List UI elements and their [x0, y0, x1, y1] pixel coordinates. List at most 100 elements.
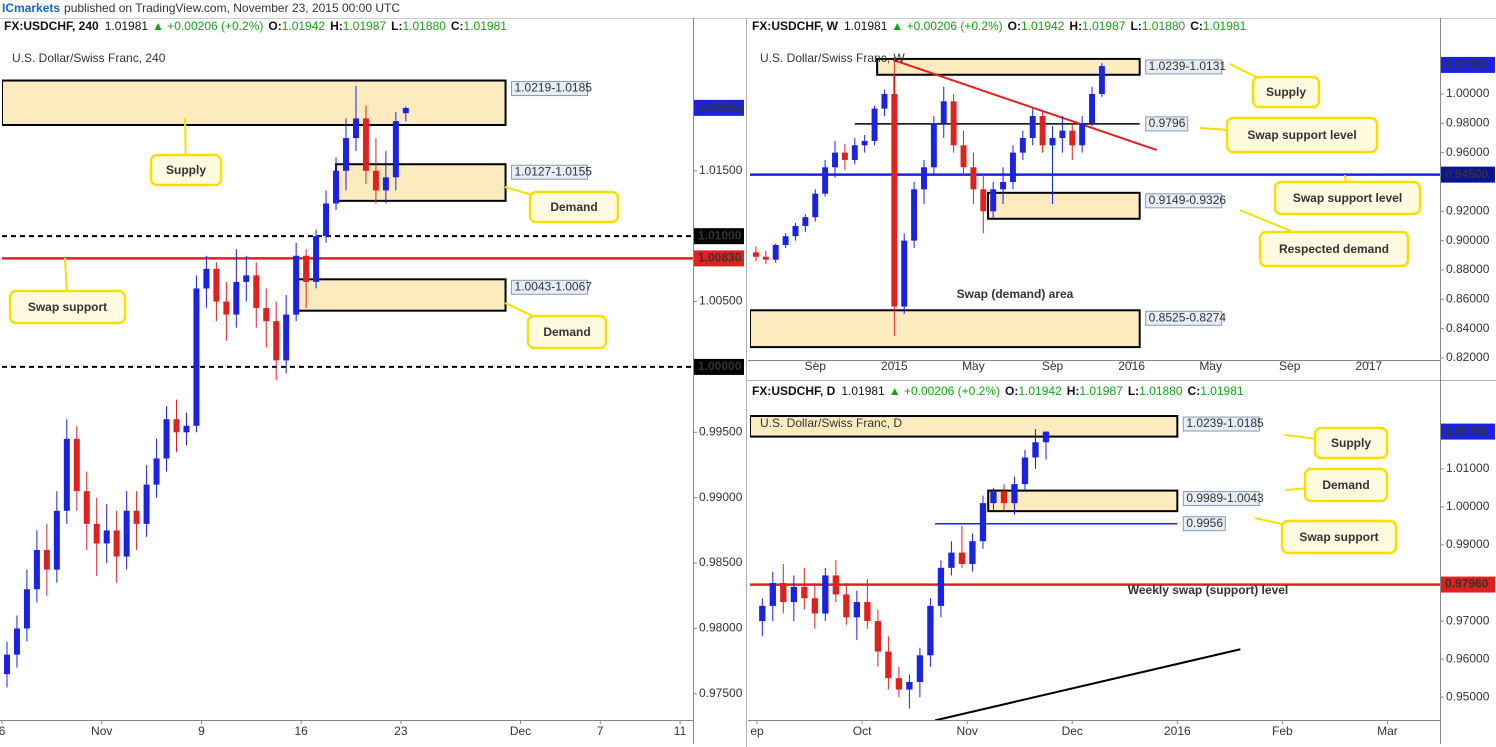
zone — [987, 489, 1179, 513]
x-tick-label: May — [1199, 359, 1222, 373]
annotation: Demand — [1322, 478, 1369, 492]
y-tick-label: 0.96000 — [1446, 145, 1490, 159]
candle-body — [1069, 130, 1076, 146]
chart-title: U.S. Dollar/Swiss Franc, 240 — [12, 51, 166, 65]
y-tick-label: 0.99000 — [1446, 537, 1490, 551]
candle-body — [303, 255, 310, 282]
x-tick-label: Sep — [1042, 359, 1064, 373]
candle-body — [940, 101, 947, 124]
y-tick-label: 0.97500 — [699, 686, 743, 700]
header-field: 1.01981 — [841, 384, 885, 398]
candle-body — [3, 654, 10, 675]
candle-body — [153, 458, 160, 485]
candle-body — [223, 301, 230, 315]
price-tag-label: 1.00830 — [698, 251, 742, 265]
x-tick-label: 9 — [198, 724, 205, 738]
candle-body — [283, 314, 290, 361]
y-tick-label: 0.90000 — [1446, 233, 1490, 247]
zone — [295, 278, 507, 312]
y-tick-label: 1.01500 — [699, 163, 743, 177]
annotation: Swap support — [1299, 530, 1378, 544]
candle-body — [93, 523, 100, 544]
price-tag — [1441, 166, 1495, 183]
y-tick-label: 0.97000 — [1446, 613, 1490, 627]
x-tick-label: Feb — [1272, 724, 1293, 738]
zone-label-box — [1145, 310, 1223, 326]
candle-body — [392, 121, 399, 178]
candle-body — [927, 605, 934, 656]
chart-title: U.S. Dollar/Swiss Franc, D — [760, 416, 902, 430]
candle-body — [183, 425, 190, 433]
candle-body — [253, 275, 260, 309]
zone-label-box — [511, 279, 589, 295]
x-tick-label: Dec — [1062, 724, 1083, 738]
header-field: FX:USDCHF, D — [752, 384, 836, 398]
y-tick-label: 0.82000 — [1446, 350, 1490, 364]
callout-box — [1251, 75, 1321, 109]
line-label-box — [1145, 116, 1189, 132]
header-field: C: — [1188, 384, 1201, 398]
annotation: Demand — [543, 325, 590, 339]
x-tick-label: Sep — [1279, 359, 1301, 373]
header-field: ▲ +0.00206 (+0.2%) — [889, 384, 1000, 398]
price-tag — [1441, 56, 1495, 73]
zone-label-box — [1145, 193, 1223, 209]
candle-body — [822, 167, 829, 194]
header-field: 1.01987 — [1079, 384, 1123, 398]
candle-body — [864, 602, 871, 622]
symbol-header: FX:USDCHF, 240 1.01981 ▲ +0.00206 (+0.2%) O… — [4, 19, 507, 33]
candle-body — [782, 236, 789, 246]
y-tick-label: 0.98000 — [1446, 115, 1490, 129]
candle-body — [822, 575, 829, 614]
candle-body — [53, 510, 60, 570]
trend-line — [892, 58, 1158, 151]
x-tick-label: 2016 — [1164, 724, 1191, 738]
candle-body — [362, 118, 369, 171]
candle-body — [851, 145, 858, 160]
price-tag-label: 1.00000 — [698, 359, 742, 373]
x-tick-label: 2016 — [1118, 359, 1145, 373]
x-tick-label: Mar — [1377, 724, 1398, 738]
candle-body — [812, 193, 819, 218]
zone-label-box — [511, 164, 589, 180]
candle-body — [843, 594, 850, 618]
header-field: 1.01981 — [844, 19, 888, 33]
callout-box — [1280, 519, 1398, 555]
candle-body — [930, 123, 937, 168]
candle-body — [333, 170, 340, 204]
candle-body — [63, 438, 70, 511]
candle-body — [990, 189, 997, 212]
candle-body — [958, 552, 966, 565]
line-label-box — [1182, 516, 1226, 532]
publish-line: ICmarkets published on TradingView.com, N… — [2, 1, 400, 15]
symbol-header: FX:USDCHF, D 1.01981 ▲ +0.00206 (+0.2%) O:1… — [752, 384, 1244, 398]
candle-body — [1059, 130, 1066, 138]
candle-body — [43, 550, 50, 570]
candle-body — [213, 268, 220, 302]
y-tick-label: 0.86000 — [1446, 291, 1490, 305]
candle-body — [832, 152, 838, 168]
candle-body — [871, 108, 878, 141]
callout-box — [1225, 116, 1379, 154]
candle-body — [916, 655, 924, 682]
candle-body — [980, 189, 987, 212]
zone-label: 0.9149-0.9326 — [1149, 193, 1227, 207]
candle-body — [1098, 66, 1105, 94]
zone-label: 0.9989-1.0043 — [1186, 491, 1264, 505]
candle-body — [1032, 442, 1039, 458]
candle-body — [780, 583, 787, 603]
candle-body — [891, 93, 898, 307]
y-tick-label: 0.92000 — [1446, 203, 1490, 217]
candle-body — [881, 93, 888, 109]
candle-body — [901, 240, 908, 307]
x-tick-label: Oct — [853, 724, 872, 738]
candle-body — [243, 275, 250, 282]
header-field: L: — [1128, 384, 1139, 398]
symbol-header: FX:USDCHF, W 1.01981 ▲ +0.00206 (+0.2%) O:1… — [752, 19, 1247, 33]
candle-body — [969, 541, 976, 565]
candle-body — [263, 308, 270, 322]
candle-body — [1029, 115, 1036, 138]
author[interactable]: ICmarkets — [2, 1, 60, 15]
callout-box — [149, 153, 223, 187]
y-tick-label: 1.00500 — [699, 294, 743, 308]
